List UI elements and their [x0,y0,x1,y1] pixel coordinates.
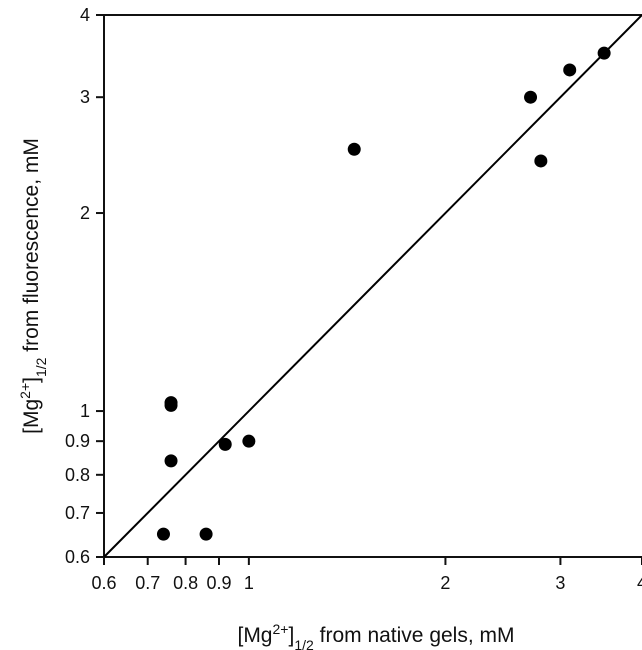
y-axis-title: [Mg2+]1/2 from fluorescence, mM [17,138,49,434]
data-point [156,527,170,541]
y-tick-label: 0.7 [65,503,90,523]
x-tick-label: 1 [244,573,254,593]
x-tick-label: 4 [637,573,642,593]
y-tick-label: 2 [80,203,90,223]
x-tick-label: 0.8 [173,573,198,593]
data-point [534,154,548,168]
data-point [524,90,538,104]
y-tick-label: 0.6 [65,547,90,567]
y-tick-label: 0.9 [65,431,90,451]
data-point [164,454,178,468]
x-axis-title: [Mg2+]1/2 from native gels, mM [237,621,514,650]
data-point [242,434,256,448]
y-tick-label: 1 [80,401,90,421]
data-point [347,142,361,156]
y-tick-label: 0.8 [65,465,90,485]
data-point [218,437,232,451]
y-tick-label: 4 [80,5,90,25]
x-tick-label: 0.7 [135,573,160,593]
x-tick-label: 3 [555,573,565,593]
identity-reference-line [103,14,642,558]
data-point [563,63,577,77]
y-tick-label: 3 [80,87,90,107]
data-point [164,398,178,412]
data-point [199,527,213,541]
plot-layer: 0.6 0.7 0.8 0.9 1 2 3 4 0.6 0.7 0.8 0.9 1 2 3 4 [65,5,642,593]
x-tick-label: 0.9 [206,573,231,593]
x-tick-label: 2 [440,573,450,593]
x-tick-label: 0.6 [91,573,116,593]
data-point [597,46,611,60]
